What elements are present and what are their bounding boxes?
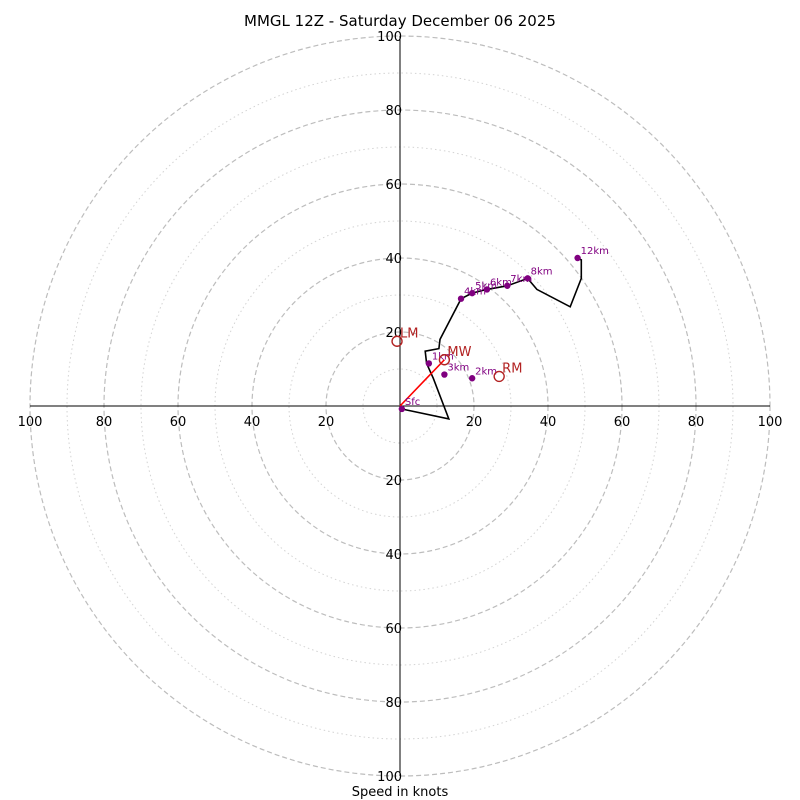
mean-wind-vector	[399, 359, 445, 407]
x-tick-label: 40	[244, 415, 261, 430]
height-point-3km	[441, 371, 448, 378]
x-tick-label: 20	[318, 415, 335, 430]
height-label-12km: 12km	[581, 246, 609, 257]
height-points: Sfc1km3km2km4km5km6km7km8km12km	[398, 246, 609, 413]
tick-labels: 100 80 60 40 20 20 40 60 80 100 100 80 60 40 20 20 40 60 8…	[18, 30, 783, 785]
y-tick-label: 40	[385, 548, 402, 563]
height-point-7km	[504, 282, 511, 289]
x-tick-label: 60	[170, 415, 187, 430]
chart-title: MMGL 12Z - Saturday December 06 2025	[244, 12, 556, 30]
height-point-2km	[468, 375, 476, 382]
height-point-6km	[483, 286, 491, 293]
y-tick-label: 100	[377, 770, 402, 785]
y-tick-label: 20	[385, 326, 402, 341]
x-tick-label: 20	[466, 415, 483, 430]
x-tick-label: 40	[540, 415, 557, 430]
height-label-2km: 2km	[475, 366, 497, 377]
y-tick-label: 60	[385, 178, 402, 193]
height-point-4km	[457, 295, 465, 302]
height-label-Sfc: Sfc	[405, 397, 420, 408]
height-label-7km: 7km	[510, 274, 532, 285]
y-tick-label: 60	[385, 622, 402, 637]
x-tick-label: 60	[614, 415, 631, 430]
motion-marker-RM	[493, 370, 505, 383]
x-tick-label: 100	[18, 415, 43, 430]
y-tick-label: 100	[377, 30, 402, 45]
motion-label-MW: MW	[447, 345, 471, 360]
height-point-Sfc	[398, 405, 406, 413]
y-tick-label: 40	[385, 252, 402, 267]
x-axis-label: Speed in knots	[352, 785, 449, 800]
y-tick-label: 80	[385, 696, 402, 711]
mean-wind-line	[399, 359, 445, 407]
height-point-8km	[524, 275, 531, 282]
height-point-1km	[425, 360, 433, 367]
motion-label-RM: RM	[502, 361, 522, 376]
motion-marker-MW	[438, 354, 451, 366]
height-label-8km: 8km	[531, 266, 553, 277]
motion-marker-LM	[391, 335, 403, 347]
storm-motions: LM MW RM	[391, 326, 522, 383]
height-label-6km: 6km	[490, 277, 512, 288]
height-label-3km: 3km	[447, 363, 469, 374]
motion-label-LM: LM	[400, 326, 418, 341]
y-tick-label: 80	[385, 104, 402, 119]
x-tick-label: 80	[96, 415, 113, 430]
height-label-1km: 1km	[432, 351, 454, 362]
height-point-12km	[574, 254, 581, 262]
height-point-5km	[468, 289, 476, 297]
x-tick-label: 80	[688, 415, 705, 430]
y-tick-label: 20	[385, 474, 402, 489]
x-tick-label: 100	[758, 415, 783, 430]
